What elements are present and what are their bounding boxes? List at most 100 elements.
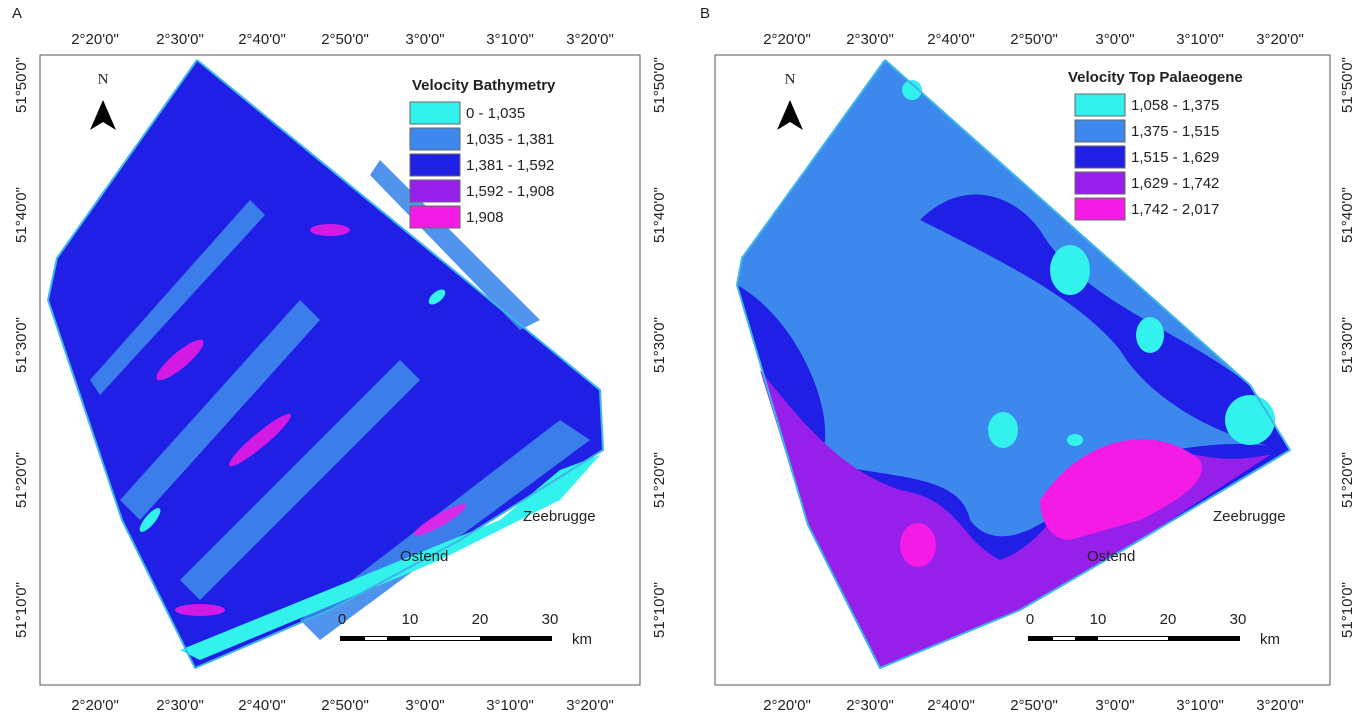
scale-bar bbox=[1098, 637, 1168, 640]
lon-label: 2°30'0" bbox=[156, 697, 204, 714]
lon-label: 3°20'0" bbox=[566, 697, 614, 714]
map-frame bbox=[714, 54, 1331, 686]
lat-label: 51°40'0" bbox=[1339, 187, 1356, 243]
scale-label: 10 bbox=[1090, 611, 1107, 628]
legend-swatch bbox=[409, 101, 461, 125]
map-b bbox=[714, 54, 1331, 686]
scale-unit: km bbox=[1260, 631, 1280, 648]
lat-label: 51°30'0" bbox=[1339, 317, 1356, 373]
lon-label: 2°40'0" bbox=[927, 31, 975, 48]
lon-label: 3°10'0" bbox=[1176, 697, 1224, 714]
lon-label: 3°20'0" bbox=[1256, 697, 1304, 714]
lat-label: 51°50'0" bbox=[13, 57, 30, 113]
scale-label: 30 bbox=[542, 611, 559, 628]
lon-label: 3°0'0" bbox=[405, 31, 444, 48]
legend-swatch bbox=[409, 127, 461, 151]
legend-label: 0 - 1,035 bbox=[466, 105, 525, 122]
lon-label: 2°20'0" bbox=[763, 31, 811, 48]
pattern bbox=[139, 289, 600, 660]
coastline bbox=[735, 59, 1292, 670]
lat-label: 51°10'0" bbox=[1339, 582, 1356, 638]
legend-swatch bbox=[1074, 93, 1126, 117]
scale-bar bbox=[365, 637, 387, 640]
pattern bbox=[156, 224, 467, 616]
lat-label: 51°50'0" bbox=[1339, 57, 1356, 113]
lon-label: 2°50'0" bbox=[321, 697, 369, 714]
panel-letter: B bbox=[700, 5, 710, 22]
scale-label: 20 bbox=[1160, 611, 1177, 628]
lat-label: 51°30'0" bbox=[13, 317, 30, 373]
lon-label: 3°10'0" bbox=[1176, 31, 1224, 48]
legend-label: 1,375 - 1,515 bbox=[1131, 123, 1219, 140]
lon-label: 3°0'0" bbox=[1095, 31, 1134, 48]
legend-title: Velocity Bathymetry bbox=[412, 77, 556, 94]
place-name: Zeebrugge bbox=[1213, 508, 1286, 525]
north-arrow bbox=[90, 100, 116, 130]
lon-label: 3°10'0" bbox=[486, 31, 534, 48]
legend-swatch bbox=[409, 153, 461, 177]
legend-label: 1,908 bbox=[466, 209, 504, 226]
scale-label: 30 bbox=[1230, 611, 1247, 628]
lon-label: 3°10'0" bbox=[486, 697, 534, 714]
lat-label: 51°40'0" bbox=[651, 187, 668, 243]
scale-bar bbox=[410, 637, 480, 640]
lon-label: 2°40'0" bbox=[927, 697, 975, 714]
lat-label: 51°20'0" bbox=[13, 452, 30, 508]
lon-label: 2°20'0" bbox=[71, 697, 119, 714]
legend-swatch bbox=[1074, 119, 1126, 143]
legend-swatch bbox=[1074, 197, 1126, 221]
scale-label: 0 bbox=[1026, 611, 1034, 628]
legend-swatch bbox=[409, 205, 461, 229]
lon-label: 2°40'0" bbox=[238, 697, 286, 714]
lat-label: 51°50'0" bbox=[651, 57, 668, 113]
legend-swatch bbox=[1074, 145, 1126, 169]
north-arrow bbox=[777, 100, 803, 130]
lat-label: 51°20'0" bbox=[1339, 452, 1356, 508]
lon-label: 2°30'0" bbox=[846, 697, 894, 714]
lon-label: 2°40'0" bbox=[238, 31, 286, 48]
scale-bar bbox=[1053, 637, 1075, 640]
lon-label: 2°50'0" bbox=[1010, 31, 1058, 48]
lat-label: 51°10'0" bbox=[13, 582, 30, 638]
scale-label: 20 bbox=[472, 611, 489, 628]
lon-label: 3°0'0" bbox=[1095, 697, 1134, 714]
map-a bbox=[39, 54, 641, 686]
place-name: Ostend bbox=[400, 548, 448, 565]
scale-unit: km bbox=[572, 631, 592, 648]
scale-label: 10 bbox=[402, 611, 419, 628]
lon-label: 2°50'0" bbox=[321, 31, 369, 48]
legend-label: 1,629 - 1,742 bbox=[1131, 175, 1219, 192]
scale-label: 0 bbox=[338, 611, 346, 628]
north-label: N bbox=[98, 71, 109, 87]
lon-label: 3°20'0" bbox=[1256, 31, 1304, 48]
zone bbox=[902, 80, 1275, 448]
coastline bbox=[46, 59, 605, 670]
lon-label: 2°20'0" bbox=[71, 31, 119, 48]
lon-label: 3°20'0" bbox=[566, 31, 614, 48]
lat-label: 51°10'0" bbox=[651, 582, 668, 638]
legend-title: Velocity Top Palaeogene bbox=[1068, 69, 1243, 86]
legend-label: 1,592 - 1,908 bbox=[466, 183, 554, 200]
lat-label: 51°30'0" bbox=[651, 317, 668, 373]
velocity-surface bbox=[48, 60, 603, 668]
zone bbox=[1040, 439, 1202, 540]
legend-label: 1,742 - 2,017 bbox=[1131, 201, 1219, 218]
lat-label: 51°20'0" bbox=[651, 452, 668, 508]
legend-label: 1,381 - 1,592 bbox=[466, 157, 554, 174]
map-frame bbox=[39, 54, 641, 686]
panel-letter: A bbox=[12, 5, 22, 22]
lon-label: 2°30'0" bbox=[846, 31, 894, 48]
north-label: N bbox=[785, 71, 796, 87]
place-name: Ostend bbox=[1087, 548, 1135, 565]
place-name: Zeebrugge bbox=[523, 508, 596, 525]
lon-label: 2°30'0" bbox=[156, 31, 204, 48]
legend-swatch bbox=[409, 179, 461, 203]
legend-label: 1,058 - 1,375 bbox=[1131, 97, 1219, 114]
legend-swatch bbox=[1074, 171, 1126, 195]
lon-label: 2°20'0" bbox=[763, 697, 811, 714]
lon-label: 3°0'0" bbox=[405, 697, 444, 714]
lon-label: 2°50'0" bbox=[1010, 697, 1058, 714]
lat-label: 51°40'0" bbox=[13, 187, 30, 243]
legend-label: 1,515 - 1,629 bbox=[1131, 149, 1219, 166]
